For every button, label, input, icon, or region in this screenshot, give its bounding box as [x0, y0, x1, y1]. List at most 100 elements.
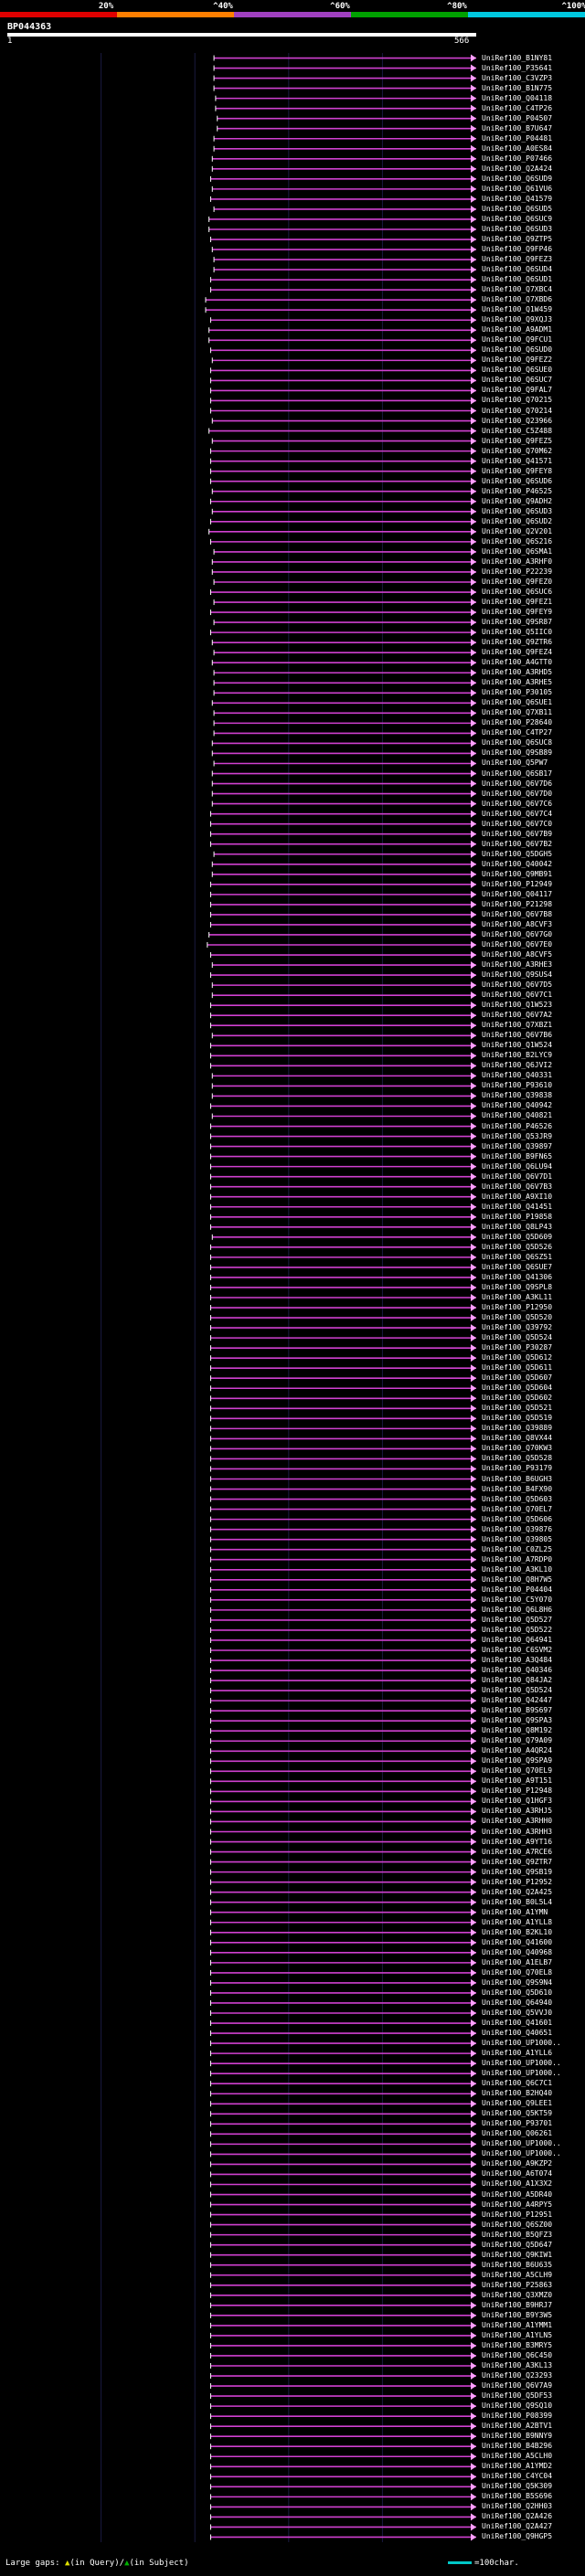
hit-label[interactable]: UniRef100_Q2V201: [482, 526, 553, 535]
hit-label[interactable]: UniRef100_Q9LEE1: [482, 2099, 553, 2108]
hit-label[interactable]: UniRef100_Q41306: [482, 1272, 553, 1281]
hit-label[interactable]: UniRef100_UP1000..: [482, 2149, 561, 2158]
hit-label[interactable]: UniRef100_Q70214: [482, 406, 553, 415]
hit-label[interactable]: UniRef100_P07466: [482, 154, 553, 163]
hit-label[interactable]: UniRef100_A1YMN: [482, 1907, 548, 1916]
hit-label[interactable]: UniRef100_Q1HGF3: [482, 1797, 553, 1806]
hit-label[interactable]: UniRef100_Q6V7D1: [482, 1171, 553, 1181]
hit-label[interactable]: UniRef100_Q6V7B8: [482, 909, 553, 918]
hit-label[interactable]: UniRef100_Q8LP43: [482, 1222, 553, 1231]
hit-label[interactable]: UniRef100_Q6SUE7: [482, 1262, 553, 1271]
hit-label[interactable]: UniRef100_Q6SUD9: [482, 174, 553, 183]
hit-label[interactable]: UniRef100_Q1W524: [482, 1041, 553, 1050]
hit-label[interactable]: UniRef100_Q41451: [482, 1202, 553, 1211]
hit-label[interactable]: UniRef100_Q9FEY9: [482, 608, 553, 617]
hit-label[interactable]: UniRef100_Q6V7E0: [482, 940, 553, 949]
hit-label[interactable]: UniRef100_Q40346: [482, 1666, 553, 1675]
hit-label[interactable]: UniRef100_Q5D526: [482, 1242, 553, 1251]
hit-label[interactable]: UniRef100_Q7XBC4: [482, 285, 553, 294]
hit-label[interactable]: UniRef100_Q5D522: [482, 1625, 553, 1634]
hit-label[interactable]: UniRef100_Q5D609: [482, 1232, 553, 1241]
hit-label[interactable]: UniRef100_A7RCE6: [482, 1847, 553, 1856]
hit-label[interactable]: UniRef100_Q6V7B6: [482, 1031, 553, 1040]
hit-label[interactable]: UniRef100_C3VZP3: [482, 73, 553, 82]
hit-label[interactable]: UniRef100_Q9ZTR7: [482, 1857, 553, 1866]
hit-label[interactable]: UniRef100_Q23966: [482, 416, 553, 425]
hit-label[interactable]: UniRef100_Q70215: [482, 396, 553, 405]
hit-label[interactable]: UniRef100_Q6C7C1: [482, 2079, 553, 2088]
hit-label[interactable]: UniRef100_Q61VU6: [482, 184, 553, 193]
hit-label[interactable]: UniRef100_Q9FEZ1: [482, 598, 553, 607]
hit-label[interactable]: UniRef100_Q6S216: [482, 536, 553, 546]
hit-label[interactable]: UniRef100_B9Y3W5: [482, 2310, 553, 2319]
hit-label[interactable]: UniRef100_A3KL13: [482, 2361, 553, 2369]
hit-label[interactable]: UniRef100_Q9FEZ4: [482, 648, 553, 657]
hit-label[interactable]: UniRef100_A9XI10: [482, 1192, 553, 1201]
hit-label[interactable]: UniRef100_B7U647: [482, 123, 553, 133]
hit-label[interactable]: UniRef100_A6T074: [482, 2169, 553, 2178]
hit-label[interactable]: UniRef100_P93701: [482, 2119, 553, 2128]
hit-label[interactable]: UniRef100_UP1000..: [482, 2139, 561, 2148]
hit-label[interactable]: UniRef100_Q84JA2: [482, 1676, 553, 1685]
hit-label[interactable]: UniRef100_Q6SUC9: [482, 214, 553, 223]
hit-label[interactable]: UniRef100_Q5D524: [482, 1333, 553, 1342]
hit-label[interactable]: UniRef100_P46526: [482, 1121, 553, 1130]
hit-label[interactable]: UniRef100_Q5D528: [482, 1454, 553, 1463]
hit-label[interactable]: UniRef100_B2KL10: [482, 1927, 553, 1936]
hit-label[interactable]: UniRef100_Q42447: [482, 1696, 553, 1705]
hit-label[interactable]: UniRef100_Q6V7B3: [482, 1182, 553, 1191]
hit-label[interactable]: UniRef100_Q04118: [482, 93, 553, 102]
hit-label[interactable]: UniRef100_A9YT16: [482, 1837, 553, 1846]
hit-label[interactable]: UniRef100_Q5D603: [482, 1494, 553, 1503]
hit-label[interactable]: UniRef100_A7RDP0: [482, 1554, 553, 1564]
hit-label[interactable]: UniRef100_Q6V7D5: [482, 981, 553, 990]
hit-label[interactable]: UniRef100_Q5D647: [482, 2240, 553, 2249]
hit-label[interactable]: UniRef100_P12952: [482, 1877, 553, 1886]
hit-label[interactable]: UniRef100_Q6JVI2: [482, 1061, 553, 1070]
hit-label[interactable]: UniRef100_P22239: [482, 567, 553, 576]
hit-label[interactable]: UniRef100_A3RHH0: [482, 1817, 553, 1826]
hit-label[interactable]: UniRef100_Q5K309: [482, 2482, 553, 2491]
hit-label[interactable]: UniRef100_A8CVF5: [482, 950, 553, 959]
hit-label[interactable]: UniRef100_Q6SUD2: [482, 516, 553, 525]
hit-label[interactable]: UniRef100_P21298: [482, 899, 553, 908]
hit-label[interactable]: UniRef100_Q64941: [482, 1635, 553, 1644]
hit-label[interactable]: UniRef100_P46525: [482, 486, 553, 495]
hit-label[interactable]: UniRef100_P12951: [482, 2210, 553, 2219]
hit-label[interactable]: UniRef100_C6SVM2: [482, 1645, 553, 1654]
hit-label[interactable]: UniRef100_Q9XQJ3: [482, 315, 553, 324]
hit-label[interactable]: UniRef100_Q6SUE0: [482, 366, 553, 375]
hit-label[interactable]: UniRef100_A3RHF0: [482, 557, 553, 566]
hit-label[interactable]: UniRef100_A1YLL8: [482, 1917, 553, 1926]
hit-label[interactable]: UniRef100_Q8VX44: [482, 1434, 553, 1443]
hit-label[interactable]: UniRef100_Q5D519: [482, 1414, 553, 1423]
hit-label[interactable]: UniRef100_Q6SUD0: [482, 345, 553, 355]
hit-label[interactable]: UniRef100_C0ZL25: [482, 1544, 553, 1553]
hit-label[interactable]: UniRef100_UP1000..: [482, 2059, 561, 2068]
hit-label[interactable]: UniRef100_Q9SB89: [482, 748, 553, 758]
hit-label[interactable]: UniRef100_Q6C450: [482, 2350, 553, 2359]
hit-label[interactable]: UniRef100_Q1W459: [482, 305, 553, 314]
hit-label[interactable]: UniRef100_Q7XBD6: [482, 295, 553, 304]
hit-label[interactable]: UniRef100_Q6SB17: [482, 769, 553, 778]
hit-label[interactable]: UniRef100_B2HQ40: [482, 2089, 553, 2098]
hit-label[interactable]: UniRef100_Q6V7G0: [482, 929, 553, 938]
hit-label[interactable]: UniRef100_A5CLH9: [482, 2270, 553, 2279]
hit-label[interactable]: UniRef100_Q39792: [482, 1323, 553, 1332]
hit-label[interactable]: UniRef100_Q6L8H6: [482, 1605, 553, 1614]
hit-label[interactable]: UniRef100_Q9MB91: [482, 869, 553, 878]
hit-label[interactable]: UniRef100_Q6SUD1: [482, 275, 553, 284]
hit-label[interactable]: UniRef100_Q7XBZ1: [482, 1021, 553, 1030]
hit-label[interactable]: UniRef100_Q5D607: [482, 1373, 553, 1383]
hit-label[interactable]: UniRef100_A5DR40: [482, 2189, 553, 2199]
hit-label[interactable]: UniRef100_Q5D612: [482, 1353, 553, 1362]
hit-label[interactable]: UniRef100_A1YLL6: [482, 2049, 553, 2058]
hit-label[interactable]: UniRef100_Q8H7W5: [482, 1574, 553, 1584]
hit-label[interactable]: UniRef100_Q5D527: [482, 1615, 553, 1624]
hit-label[interactable]: UniRef100_B5S696: [482, 2492, 553, 2501]
hit-label[interactable]: UniRef100_P04507: [482, 113, 553, 122]
hit-label[interactable]: UniRef100_C4TP26: [482, 103, 553, 112]
hit-label[interactable]: UniRef100_Q6V7A2: [482, 1011, 553, 1020]
hit-label[interactable]: UniRef100_Q6V7B9: [482, 829, 553, 838]
hit-label[interactable]: UniRef100_P25863: [482, 2280, 553, 2289]
